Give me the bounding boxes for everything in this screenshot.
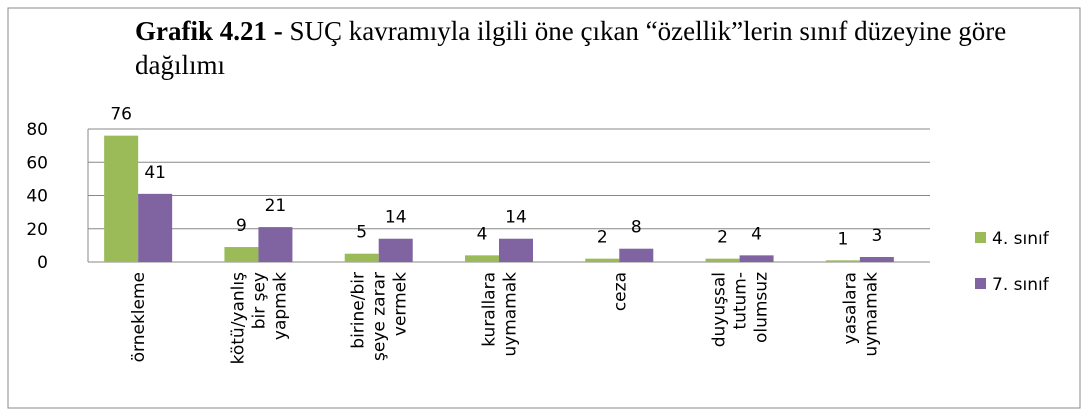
x-tick-label: birine/bir — [349, 272, 369, 349]
legend-label: 7. sınıf — [992, 275, 1050, 295]
bar — [378, 238, 413, 262]
legend-label: 4. sınıf — [992, 229, 1050, 249]
x-tick-label: bir şey — [249, 272, 269, 329]
value-label: 76 — [110, 105, 132, 125]
value-label: 1 — [837, 229, 848, 249]
y-tick-label: 40 — [26, 187, 48, 207]
y-tick-label: 20 — [26, 220, 48, 240]
x-tick-label: vermek — [391, 272, 411, 336]
value-label: 9 — [236, 216, 247, 236]
x-tick-label: örnekleme — [129, 272, 149, 362]
legend-swatch — [975, 232, 986, 243]
bar — [224, 247, 259, 262]
x-tick-label: ceza — [610, 272, 630, 311]
legend-swatch — [975, 278, 986, 289]
x-tick-label: kurallara — [480, 272, 500, 347]
value-label: 21 — [265, 196, 287, 216]
x-tick-label: yasalara — [840, 272, 860, 344]
bar — [499, 238, 533, 262]
chart-title: Grafik 4.21 - SUÇ kavramıyla ilgili öne … — [135, 14, 1015, 82]
x-tick-label: yapmak — [270, 272, 290, 340]
y-tick-label: 0 — [37, 253, 48, 273]
value-label: 4 — [751, 224, 762, 244]
x-tick-label: uymamak — [501, 272, 521, 357]
bar — [739, 255, 774, 262]
value-label: 14 — [385, 208, 407, 228]
value-label: 3 — [871, 226, 882, 246]
x-tick-label: şeye zarar — [370, 272, 390, 361]
x-tick-label: olumsuz — [752, 272, 772, 343]
bar — [825, 260, 860, 262]
title-label: Grafik 4.21 - — [135, 16, 283, 46]
bar — [344, 253, 379, 262]
value-label: 5 — [356, 223, 367, 243]
title-text: SUÇ kavramıyla ilgili öne çıkan “özellik… — [135, 16, 1007, 80]
bar — [859, 257, 894, 262]
y-tick-label: 60 — [26, 153, 48, 173]
value-label: 2 — [597, 228, 608, 248]
value-label: 2 — [717, 228, 728, 248]
value-label: 14 — [505, 208, 527, 228]
x-tick-label: duyuşsal — [710, 272, 730, 347]
bar — [705, 258, 740, 262]
bar — [465, 255, 499, 262]
bar — [138, 193, 173, 262]
y-tick-label: 80 — [26, 120, 48, 140]
x-tick-label: tutum- — [731, 272, 751, 330]
value-label: 4 — [477, 224, 488, 244]
value-label: 41 — [144, 163, 166, 183]
x-tick-label: uymamak — [861, 272, 881, 357]
chart-border — [7, 7, 1081, 409]
x-tick-label: kötü/yanlış — [228, 272, 248, 365]
bar — [104, 135, 139, 262]
bar — [619, 248, 654, 262]
value-label: 8 — [631, 218, 642, 238]
bar — [258, 227, 293, 262]
bar — [585, 258, 620, 262]
